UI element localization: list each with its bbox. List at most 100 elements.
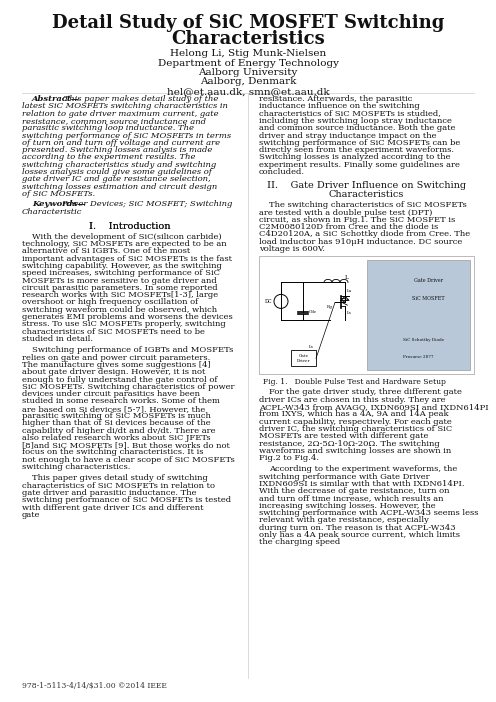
Text: I.    Introduction: I. Introduction: [89, 222, 170, 231]
Text: technology, SiC MOSFETs are expected to be an: technology, SiC MOSFETs are expected to …: [22, 240, 227, 248]
Text: Power Devices; SiC MOSFET; Switching: Power Devices; SiC MOSFET; Switching: [61, 200, 233, 208]
Text: parasitic switching of SiC MOSFETs is much: parasitic switching of SiC MOSFETs is mu…: [22, 412, 211, 420]
Text: during turn on. The reason is that ACPL-W343: during turn on. The reason is that ACPL-…: [259, 524, 456, 532]
Text: circuit, as shown in Fig.1. The SiC MOSFET is: circuit, as shown in Fig.1. The SiC MOSF…: [259, 216, 455, 224]
Text: Fig.2 to Fig.4.: Fig.2 to Fig.4.: [259, 454, 319, 462]
Text: With the development of SiC(silicon carbide): With the development of SiC(silicon carb…: [32, 233, 222, 241]
Text: Characteristics: Characteristics: [329, 190, 404, 199]
Text: This paper makes detail study of the: This paper makes detail study of the: [61, 95, 219, 103]
Text: Gate
Driver: Gate Driver: [297, 354, 310, 363]
Text: directly seen from the experiment waveforms.: directly seen from the experiment wavefo…: [259, 146, 454, 154]
Text: current capability, respectively. For each gate: current capability, respectively. For ea…: [259, 418, 452, 425]
Text: relevant with gate resistance, especially: relevant with gate resistance, especiall…: [259, 517, 429, 524]
Text: with different gate driver ICs and different: with different gate driver ICs and diffe…: [22, 503, 203, 512]
Text: not enough to have a clear scope of SiC MOSFETs: not enough to have a clear scope of SiC …: [22, 456, 235, 464]
Text: Ls: Ls: [347, 312, 352, 315]
Text: generates EMI problems and worsens the devices: generates EMI problems and worsens the d…: [22, 313, 233, 321]
Text: switching performance of SiC MOSFETs in terms: switching performance of SiC MOSFETs in …: [22, 131, 231, 140]
Text: gate: gate: [22, 511, 41, 519]
Text: MOSFETs is more sensitive to gate driver and: MOSFETs is more sensitive to gate driver…: [22, 277, 217, 284]
Bar: [367, 260, 470, 371]
Text: I.    Introduction: I. Introduction: [89, 222, 170, 231]
Text: switching losses estimation and circuit design: switching losses estimation and circuit …: [22, 183, 217, 191]
Text: concluded.: concluded.: [259, 168, 305, 176]
Bar: [259, 256, 474, 374]
Text: switching performance of SiC MOSFETs can be: switching performance of SiC MOSFETs can…: [259, 139, 460, 147]
Text: Helong Li, Stig Munk-Nielsen: Helong Li, Stig Munk-Nielsen: [170, 49, 326, 58]
Text: studied in detail.: studied in detail.: [22, 335, 93, 343]
Text: load inductor has 910μH inductance. DC source: load inductor has 910μH inductance. DC s…: [259, 238, 462, 246]
Text: gate driver IC and gate resistance selection,: gate driver IC and gate resistance selec…: [22, 176, 211, 183]
Text: Keywords—: Keywords—: [32, 200, 86, 208]
Text: focus on the switching characteristics. It is: focus on the switching characteristics. …: [22, 449, 203, 456]
Text: of turn on and turn off voltage and current are: of turn on and turn off voltage and curr…: [22, 139, 220, 147]
Text: C4D20120A, a SiC Schottky diode from Cree. The: C4D20120A, a SiC Schottky diode from Cre…: [259, 230, 470, 239]
Text: waveforms and switching losses are shown in: waveforms and switching losses are shown…: [259, 446, 451, 455]
Text: C2M0080120D from Cree and the diode is: C2M0080120D from Cree and the diode is: [259, 223, 438, 231]
Text: The switching characteristics of SiC MOSFETs: The switching characteristics of SiC MOS…: [269, 201, 467, 209]
Text: Ls: Ls: [309, 345, 313, 350]
Bar: [291, 350, 316, 366]
Text: Department of Energy Technology: Department of Energy Technology: [158, 58, 338, 67]
Text: speed increases, switching performance of SiC: speed increases, switching performance o…: [22, 270, 220, 277]
Text: switching characteristics study and switching: switching characteristics study and swit…: [22, 161, 216, 168]
Text: important advantages of SiC MOSFETs is the fast: important advantages of SiC MOSFETs is t…: [22, 255, 232, 263]
Text: For the gate driver study, three different gate: For the gate driver study, three differe…: [269, 388, 462, 397]
Text: SiC Schottky Diode: SiC Schottky Diode: [403, 338, 444, 342]
Text: and turn off time increase, which results an: and turn off time increase, which result…: [259, 495, 443, 503]
Text: devices under circuit parasitics have been: devices under circuit parasitics have be…: [22, 390, 200, 398]
Text: and common source inductance. Both the gate: and common source inductance. Both the g…: [259, 124, 455, 132]
Text: MOSFETs are tested with different gate: MOSFETs are tested with different gate: [259, 432, 429, 440]
Text: Switching losses is analyzed according to the: Switching losses is analyzed according t…: [259, 154, 450, 161]
Text: resistance. Afterwards, the parasitic: resistance. Afterwards, the parasitic: [259, 95, 412, 103]
Text: including the switching loop stray inductance: including the switching loop stray induc…: [259, 117, 452, 125]
Text: La: La: [347, 289, 352, 293]
Text: parasitic switching loop inductance. The: parasitic switching loop inductance. The: [22, 124, 194, 132]
Text: Rg: Rg: [327, 305, 333, 310]
Text: Gate Driver: Gate Driver: [414, 278, 443, 283]
Text: driver ICs are chosen in this study. They are: driver ICs are chosen in this study. The…: [259, 396, 445, 404]
Text: This paper gives detail study of switching: This paper gives detail study of switchi…: [32, 475, 208, 482]
Text: SiC MOSFETs. Switching characteristics of power: SiC MOSFETs. Switching characteristics o…: [22, 383, 235, 391]
Text: L: L: [345, 275, 349, 280]
Text: DC: DC: [264, 299, 272, 304]
Text: resistance, 2Ω-5Ω-10Ω-20Ω. The switching: resistance, 2Ω-5Ω-10Ω-20Ω. The switching: [259, 439, 440, 447]
Text: gate driver and parasitic inductance. The: gate driver and parasitic inductance. Th…: [22, 489, 196, 497]
Text: hel@et.aau.dk, smn@et.aau.dk: hel@et.aau.dk, smn@et.aau.dk: [167, 87, 329, 96]
Text: With the decrease of gate resistance, turn on: With the decrease of gate resistance, tu…: [259, 487, 449, 496]
Text: characteristics of SiC MOSFETs need to be: characteristics of SiC MOSFETs need to b…: [22, 328, 205, 336]
Text: switching waveform could be observed, which: switching waveform could be observed, wh…: [22, 306, 217, 314]
Text: characteristics of SiC MOSFETs in relation to: characteristics of SiC MOSFETs in relati…: [22, 482, 215, 490]
Text: Characteristics: Characteristics: [171, 30, 325, 48]
Text: The manufacture gives some suggestions [4]: The manufacture gives some suggestions […: [22, 361, 211, 369]
Text: are based on Si devices [5-7]. However, the: are based on Si devices [5-7]. However, …: [22, 404, 205, 413]
Text: Aalborg University: Aalborg University: [198, 68, 298, 77]
Text: losses analysis could give some guidelines of: losses analysis could give some guidelin…: [22, 168, 212, 176]
Text: alternative of Si IGBTs. One of the most: alternative of Si IGBTs. One of the most: [22, 247, 190, 256]
Text: driver IC, the switching characteristics of SiC: driver IC, the switching characteristics…: [259, 425, 452, 433]
Text: the charging speed: the charging speed: [259, 538, 340, 546]
Text: switching capability. However, as the switching: switching capability. However, as the sw…: [22, 262, 222, 270]
Text: according to the experiment results. The: according to the experiment results. The: [22, 154, 195, 161]
Text: presented. Switching losses analysis is made: presented. Switching losses analysis is …: [22, 146, 212, 154]
Text: resistance, common source inductance and: resistance, common source inductance and: [22, 117, 206, 125]
Text: inductance influence on the switching: inductance influence on the switching: [259, 102, 420, 110]
Text: Aalborg, Denmark: Aalborg, Denmark: [200, 77, 296, 86]
Text: research works with SiC MOSFETs[1-3], large: research works with SiC MOSFETs[1-3], la…: [22, 291, 218, 299]
Text: [8]and SiC MOSFETs [9]. But those works do not: [8]and SiC MOSFETs [9]. But those works …: [22, 441, 230, 449]
Text: increasing switching losses. However, the: increasing switching losses. However, th…: [259, 502, 435, 510]
Text: higher than that of Si devices because of the: higher than that of Si devices because o…: [22, 419, 211, 428]
Text: switching performance of SiC MOSFETs is tested: switching performance of SiC MOSFETs is …: [22, 496, 231, 504]
Text: relation to gate driver maximum current, gate: relation to gate driver maximum current,…: [22, 110, 219, 118]
Text: enough to fully understand the gate control of: enough to fully understand the gate cont…: [22, 376, 218, 383]
Text: relies on gate and power circuit parameters.: relies on gate and power circuit paramet…: [22, 354, 210, 362]
Text: driver and stray inductance impact on the: driver and stray inductance impact on th…: [259, 131, 436, 140]
Text: are tested with a double pulse test (DPT): are tested with a double pulse test (DPT…: [259, 208, 433, 217]
Text: latest SiC MOSFETs switching characteristics in: latest SiC MOSFETs switching characteris…: [22, 102, 228, 110]
Text: ACPL-W343 from AVAGO, IXDN609SI and IXDN614PI: ACPL-W343 from AVAGO, IXDN609SI and IXDN…: [259, 403, 489, 411]
Text: Prosurse 2877: Prosurse 2877: [403, 355, 434, 359]
Text: capability of higher di/dt and dv/dt. There are: capability of higher di/dt and dv/dt. Th…: [22, 427, 215, 435]
Text: from IXYS, which has a 4A, 9A and 14A peak: from IXYS, which has a 4A, 9A and 14A pe…: [259, 410, 448, 418]
Text: of SiC MOSFETs.: of SiC MOSFETs.: [22, 190, 95, 198]
Text: IXDN609SI is similar with that with IXDN614PI.: IXDN609SI is similar with that with IXDN…: [259, 480, 464, 488]
